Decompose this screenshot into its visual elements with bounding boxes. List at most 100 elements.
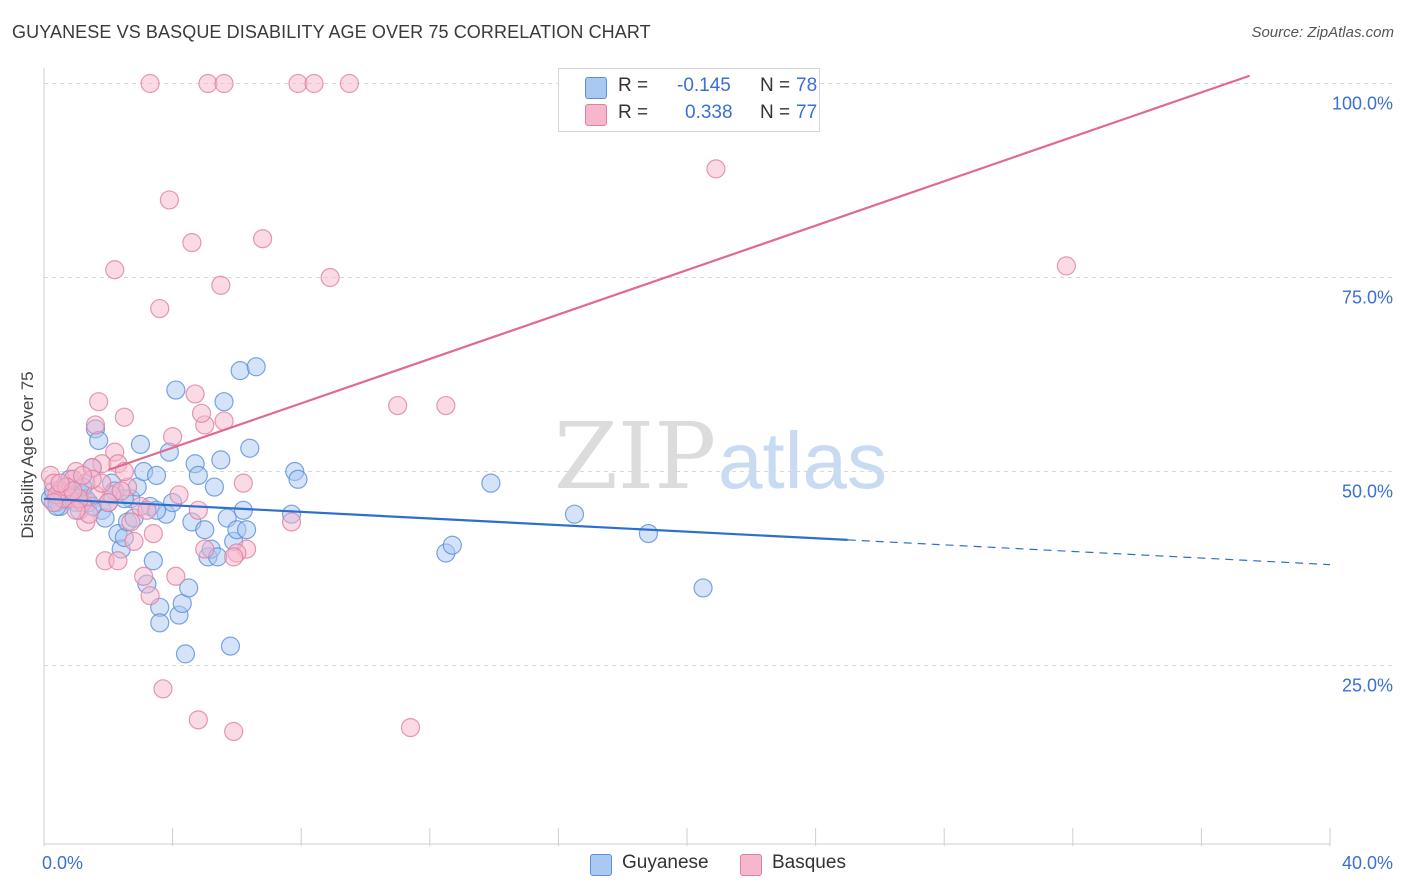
basques-point [281,512,302,532]
basques-point [188,710,208,730]
basques-point [1056,256,1076,276]
guyanese-point [146,465,167,485]
legend-swatch-basques [585,104,607,126]
guyanese-point [130,434,151,454]
basques-point [320,267,340,288]
guyanese-point [188,465,208,485]
basques-point [182,233,202,253]
basques-point [140,586,160,606]
basques-point [66,500,86,520]
legend-r-value: 0.338 [685,102,733,123]
basques-point [140,73,160,94]
guyanese-point [166,380,186,400]
y-tick-label: 75.0% [1342,288,1393,308]
basques-point [89,392,109,412]
watermark-zip: ZIP [554,403,716,510]
guyanese-point [195,520,215,540]
watermark: ZIP atlas [554,403,887,510]
basques-point [143,523,163,544]
basques-point [185,384,205,404]
y-tick-label: 25.0% [1342,676,1393,696]
x-tick-label: 0.0% [42,853,83,873]
basques-trend-line-solid [107,74,1250,472]
guyanese-point [564,504,585,524]
basques-point [50,473,70,493]
basques-point [111,481,131,501]
basques-point [388,395,408,416]
basques-point [153,679,173,699]
basques-point [400,717,421,738]
bottom-legend-label-basques: Basques [772,852,846,873]
x-ticks [43,828,1331,846]
basques-point [339,73,360,94]
basques-point [124,531,144,551]
guyanese-point [211,450,231,470]
basques-point [436,395,456,416]
chart-title: GUYANESE VS BASQUE DISABILITY AGE OVER 7… [12,22,651,42]
guyanese-trend-line-solid [43,497,848,542]
basques-point [72,465,93,485]
basques-point [137,500,157,520]
guyanese-point [230,361,250,381]
guyanese-point [179,578,199,598]
guyanese-point [150,613,170,633]
basques-point [198,73,218,94]
bottom-legend-label-guyanese: Guyanese [622,852,709,873]
basques-point [108,551,128,571]
basques-point [85,415,106,435]
x-tick-labels: 0.0% 40.0% [42,853,1393,873]
guyanese-point [693,578,713,598]
legend-r-label: R = [618,102,649,123]
guyanese-point [246,357,266,377]
correlation-legend: R = -0.145 N = 78 R = 0.338 N = 77 [558,68,820,132]
basques-point [304,73,324,94]
basques-point [169,485,189,505]
basques-point [159,190,179,210]
basques-point [114,407,134,427]
legend-n-value: 78 [796,75,818,96]
trend-lines [43,74,1331,566]
legend-r-value: -0.145 [677,75,731,96]
basques-point [121,512,141,532]
guyanese-point [442,535,462,555]
guyanese-trend-line-dashed [847,539,1331,566]
basques-point [166,566,186,586]
legend-n-value: 77 [796,102,818,123]
guyanese-point [240,438,260,458]
legend-swatch-guyanese [585,77,607,99]
y-tick-label: 50.0% [1342,482,1393,502]
guyanese-point [220,636,241,656]
guyanese-point [214,392,234,412]
basques-point [191,403,212,423]
basques-point [214,73,234,94]
basques-point [706,159,726,179]
watermark-atlas: atlas [718,416,887,505]
legend-r-label: R = [618,75,649,96]
guyanese-point [288,469,308,489]
guyanese-point [481,473,501,493]
basques-point [150,298,170,319]
basques-point [253,229,273,249]
basques-point [211,275,231,295]
basques-point [188,500,208,520]
guyanese-point [204,477,224,497]
bottom-legend-swatch-basques [740,854,762,876]
legend-n-label: N = [760,75,791,96]
basques-point [224,721,244,742]
y-tick-label: 100.0% [1332,94,1393,114]
y-tick-labels: 25.0% 50.0% 75.0% 100.0% [1332,94,1393,696]
basques-point [163,427,183,447]
legend-n-label: N = [760,102,791,123]
guyanese-point [143,551,163,571]
guyanese-point [175,644,196,664]
basques-point [134,566,154,586]
basques-point [224,547,244,567]
guyanese-point [236,520,257,540]
guyanese-point [89,430,109,451]
basques-point [233,473,253,493]
guyanese-point [638,523,659,544]
bottom-legend-swatch-guyanese [590,854,612,876]
basques-point [44,492,64,513]
x-tick-label: 40.0% [1342,853,1393,873]
